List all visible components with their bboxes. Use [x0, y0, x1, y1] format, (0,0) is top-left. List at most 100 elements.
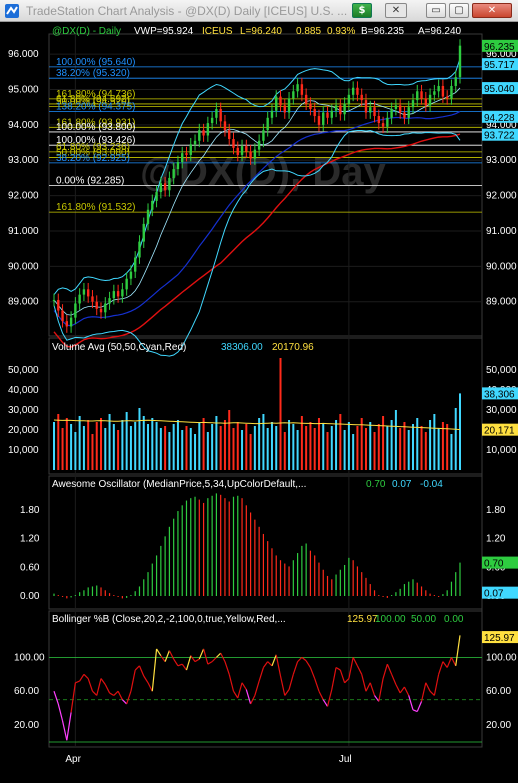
volume-bar [53, 422, 55, 470]
volume-bar [335, 420, 338, 470]
candle-body [104, 303, 107, 313]
volume-axis-label-right: 10,000 [486, 445, 517, 456]
candle-body [210, 117, 214, 124]
pctb-segment [416, 701, 423, 712]
volume-axis-label-left: 30,000 [8, 405, 39, 416]
fib-label: 0.00% (92.285) [56, 176, 124, 187]
pctb-segment [361, 674, 367, 692]
value-tag-text: 125.97 [484, 633, 515, 644]
candle-body [159, 183, 163, 193]
pctb-segment [326, 689, 333, 707]
pctb-segment [83, 673, 89, 679]
pctb-segment [339, 669, 346, 683]
chart-area[interactable]: @DX(D), Day 100.00% (95.640)38.20% (95.3… [0, 22, 518, 783]
volume-bar [326, 432, 329, 470]
candle-body [240, 146, 244, 155]
pctb-segment [297, 656, 303, 663]
candle-body [433, 91, 436, 95]
candle-body [52, 299, 56, 301]
candle-body [360, 94, 363, 101]
price-bid: B=96.235 [361, 26, 405, 37]
price-axis-label-left: 91.000 [8, 226, 39, 237]
volume-bar [155, 422, 158, 470]
pctb-segment [455, 635, 461, 666]
volume-value-2: 20170.96 [272, 342, 314, 353]
candle-body [125, 278, 128, 290]
volume-bar [459, 393, 461, 470]
volume-bar [121, 420, 124, 470]
candle-body [155, 192, 158, 201]
candle-body [219, 108, 222, 122]
volume-bar [142, 416, 145, 470]
pctb-segment [331, 667, 337, 690]
pctb-segment [57, 703, 64, 721]
bb-axis-label-right: 100.00 [486, 652, 517, 663]
candle-body [69, 317, 73, 327]
price-symbol: @DX(D) - Daily [52, 26, 121, 37]
pctb-segment [211, 656, 217, 663]
value-tag-box [482, 128, 518, 141]
date-axis-label: Apr [65, 754, 81, 765]
volume-bar [194, 434, 197, 470]
volume-bar [262, 414, 265, 470]
pctb-segment [100, 678, 106, 685]
candle-body [450, 85, 453, 99]
pctb-segment [314, 678, 320, 692]
candle-body [202, 130, 205, 136]
volume-bar [352, 434, 355, 470]
minimize-button[interactable]: ▭ [426, 3, 446, 18]
trade-dollar-button[interactable]: $ [352, 3, 372, 18]
pctb-segment [412, 709, 418, 713]
bb-panel-frame [48, 610, 483, 748]
pctb-segment [203, 648, 209, 665]
candle-body [398, 105, 402, 113]
volume-bar [232, 428, 235, 470]
candle-body [142, 223, 145, 242]
volume-bar [74, 432, 77, 470]
volume-bar [134, 422, 137, 470]
volume-bar [309, 422, 312, 470]
value-tag-text: 95.040 [484, 84, 515, 95]
volume-bar [147, 424, 150, 470]
candle-body [253, 149, 257, 159]
pctb-segment [87, 678, 94, 692]
candle-body [458, 45, 462, 78]
candle-body [249, 151, 252, 159]
candle-body [351, 87, 355, 95]
pctb-segment [309, 667, 316, 679]
slow-average-line [53, 110, 461, 327]
candle-body [134, 257, 137, 272]
candle-body [57, 299, 60, 311]
candle-body [322, 112, 325, 125]
volume-bar [279, 358, 282, 470]
bb-name: Bollinger %B (Close,20,2,-2,100,0,true,Y… [52, 614, 286, 625]
candle-body [334, 105, 338, 111]
candle-body [95, 301, 98, 309]
candle-body [369, 107, 372, 113]
volume-bar [100, 418, 103, 470]
pctb-segment [450, 657, 457, 667]
close-window-button[interactable]: ✕ [472, 3, 512, 18]
pctb-segment [126, 691, 132, 705]
pctb-segment [109, 692, 115, 696]
candle-body [386, 117, 389, 127]
pctb-segment [173, 658, 179, 667]
pctb-segment [271, 654, 277, 667]
pctb-segment [104, 684, 111, 694]
volume-bar [168, 432, 171, 470]
close-chart-button[interactable]: ✕ [385, 3, 407, 18]
candle-body [394, 105, 398, 109]
pctb-segment [92, 690, 98, 696]
pctb-segment [429, 690, 435, 696]
volume-axis-label-left: 50,000 [8, 365, 39, 376]
candle-body [146, 209, 150, 224]
pctb-segment [386, 663, 393, 675]
maximize-button[interactable]: ▢ [449, 3, 469, 18]
candle-body [168, 177, 171, 191]
volume-bar [317, 418, 320, 470]
volume-bar [313, 428, 316, 470]
candle-body [82, 289, 86, 295]
bollinger-bands [53, 58, 461, 357]
candle-body [228, 130, 231, 140]
ao-header: Awesome Oscillator (MedianPrice,5,34,UpC… [52, 479, 443, 490]
